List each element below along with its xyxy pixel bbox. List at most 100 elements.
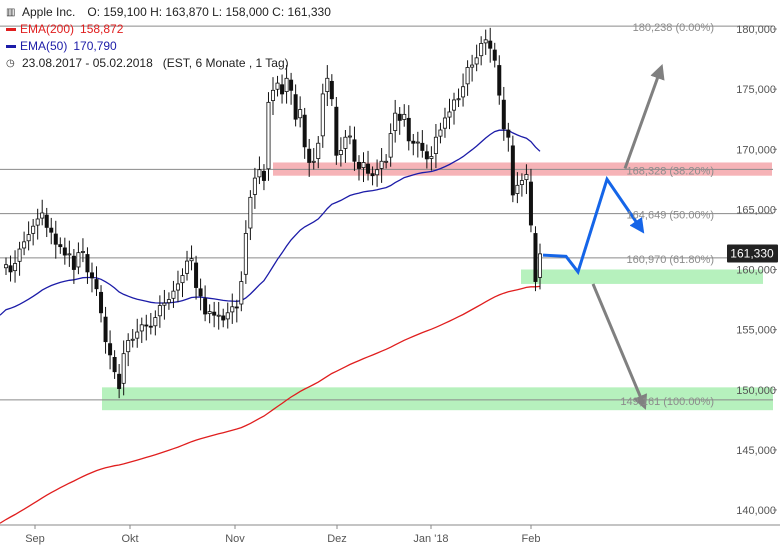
- candle-body: [94, 279, 99, 290]
- candle-body: [117, 373, 122, 389]
- x-tick-label: Dez: [327, 533, 347, 545]
- candle-body: [257, 169, 262, 178]
- candle-body: [266, 101, 271, 170]
- fib-label: 160,970 (61.80%): [627, 254, 714, 266]
- x-tick-label: Nov: [225, 533, 245, 545]
- candle-body: [497, 65, 502, 96]
- candle-body: [397, 113, 402, 121]
- legend-period-row: ◷ 23.08.2017 - 05.02.2018 (EST, 6 Monate…: [6, 55, 331, 72]
- candle-body: [366, 163, 371, 174]
- ema200-path: [0, 285, 541, 524]
- candle-body: [108, 343, 113, 356]
- candlesticks: [4, 27, 543, 399]
- candle-body: [203, 298, 208, 315]
- candle-body: [429, 156, 434, 159]
- legend-ema200-row: EMA(200) 158,872: [6, 21, 331, 38]
- candle-body: [62, 247, 67, 256]
- y-tick-label: 155,000: [736, 325, 776, 337]
- candle-body: [284, 77, 289, 92]
- candle-body: [17, 248, 22, 262]
- candle-body: [40, 212, 45, 219]
- x-tick-label: Okt: [121, 533, 138, 545]
- y-axis: 140,000 145,000 150,000 155,000 160,000 165,0…: [736, 24, 777, 517]
- candle-body: [456, 98, 461, 101]
- gray-up-arrow: [623, 64, 665, 170]
- candle-body: [384, 160, 389, 163]
- candle-body: [415, 141, 420, 144]
- candle-body: [524, 174, 529, 181]
- candle-body: [438, 129, 443, 137]
- last-price-tag: 161,330: [727, 244, 778, 263]
- candle-body: [144, 324, 149, 327]
- candle-body: [461, 86, 466, 98]
- candle-body: [411, 140, 416, 144]
- x-tick-label: Sep: [25, 533, 45, 545]
- candle-body: [280, 84, 285, 95]
- candle-body: [103, 316, 108, 343]
- candle-body: [239, 281, 244, 305]
- candle-body: [171, 290, 176, 299]
- chart-type-icon: ▥: [6, 7, 16, 18]
- candle-body: [139, 324, 144, 332]
- candle-body: [85, 254, 90, 273]
- y-tick-label: 180,000: [736, 24, 776, 36]
- x-tick-label: Jan '18: [413, 533, 448, 545]
- y-tick-label: 150,000: [736, 385, 776, 397]
- candle-body: [406, 117, 411, 142]
- candle-body: [479, 43, 484, 57]
- legend-ema50-label: EMA(50): [20, 39, 68, 53]
- scenario-arrows: [542, 64, 665, 410]
- legend-period-info: (EST, 6 Monate , 1 Tag): [162, 56, 289, 70]
- fib-label: 180,238 (0.00%): [633, 22, 714, 34]
- candle-body: [379, 160, 384, 169]
- y-tick-label: 175,000: [736, 84, 776, 96]
- candle-body: [510, 145, 515, 196]
- candle-body: [99, 291, 104, 314]
- candle-body: [307, 148, 312, 163]
- candle-body: [89, 272, 94, 279]
- candle-body: [153, 317, 158, 327]
- fibonacci-lines: [0, 25, 773, 401]
- candle-body: [352, 139, 357, 162]
- candle-body: [80, 251, 85, 253]
- ema50-swatch: [6, 45, 16, 48]
- candle-body: [275, 82, 280, 90]
- fib-label: 164,649 (50.00%): [627, 210, 714, 222]
- y-tick-label: 140,000: [736, 505, 776, 517]
- legend-ema200-value: 158,872: [80, 22, 124, 36]
- candle-body: [329, 80, 334, 100]
- candle-body: [492, 49, 497, 61]
- x-tick-label: Feb: [522, 533, 541, 545]
- candle-body: [447, 111, 452, 118]
- candle-body: [216, 314, 221, 317]
- candle-body: [501, 99, 506, 130]
- y-tick-label: 165,000: [736, 204, 776, 216]
- candle-body: [175, 283, 180, 291]
- y-tick-label: 160,000: [736, 265, 776, 277]
- legend-ema50-value: 170,790: [73, 39, 117, 53]
- candle-body: [361, 162, 366, 168]
- candle-body: [474, 57, 479, 65]
- legend-ohlc: O: 159,100 H: 163,870 L: 158,000 C: 161,…: [87, 5, 331, 19]
- candle-body: [243, 233, 248, 275]
- candle-body: [506, 129, 511, 138]
- candle-body: [393, 112, 398, 131]
- candle-body: [316, 142, 321, 159]
- x-axis: Sep Okt Nov Dez Jan '18 Feb: [0, 524, 780, 545]
- candle-body: [157, 305, 162, 317]
- candle-body: [356, 161, 361, 169]
- candle-body: [35, 218, 40, 226]
- candle-body: [76, 252, 81, 268]
- candle-body: [58, 244, 63, 248]
- candle-body: [31, 225, 36, 234]
- candle-body: [270, 89, 275, 101]
- candle-body: [185, 260, 190, 274]
- candle-body: [388, 133, 393, 158]
- candle-body: [347, 135, 352, 138]
- candle-body: [298, 109, 303, 119]
- legend-symbol-row: ▥ Apple Inc. O: 159,100 H: 163,870 L: 15…: [6, 4, 331, 21]
- y-tick-label: 170,000: [736, 144, 776, 156]
- candle-body: [375, 169, 380, 176]
- candle-body: [71, 255, 76, 270]
